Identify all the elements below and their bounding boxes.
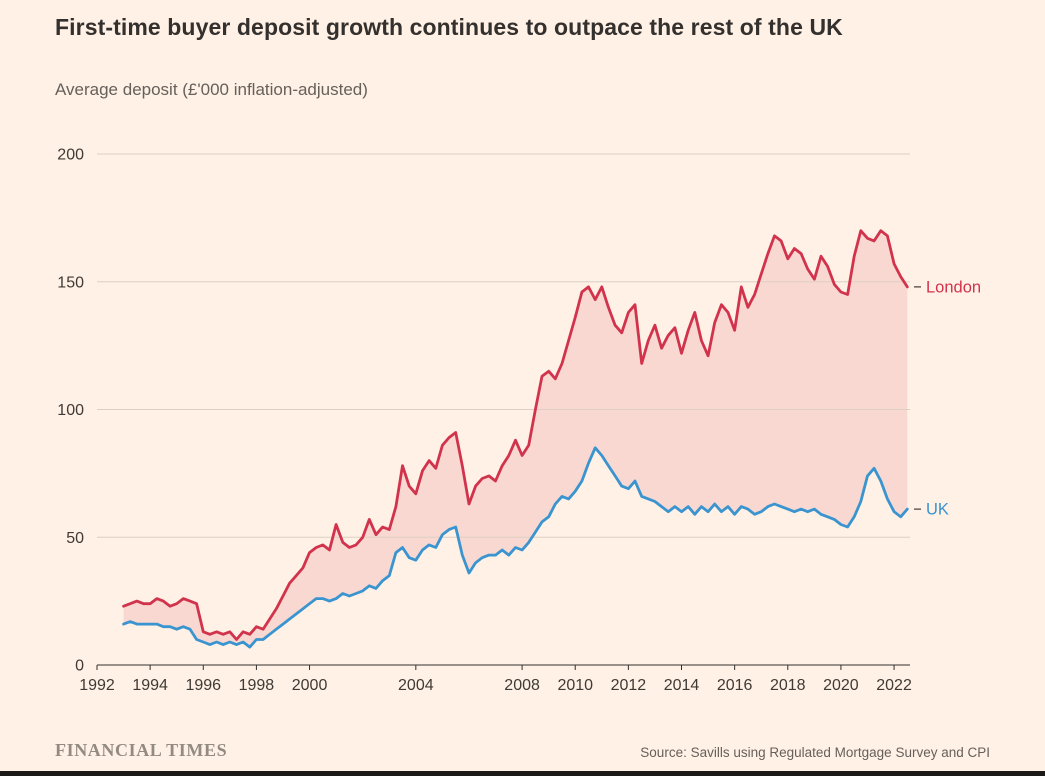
series-end-label-london: London <box>926 278 981 296</box>
x-tick-label-1996: 1996 <box>185 677 221 694</box>
x-tick-label-2022: 2022 <box>876 677 912 694</box>
y-tick-label-50: 50 <box>66 530 84 547</box>
x-tick-label-2012: 2012 <box>611 677 647 694</box>
x-tick-label-2004: 2004 <box>398 677 434 694</box>
series-line-uk <box>122 446 909 649</box>
bottom-bar <box>0 771 1045 776</box>
series-end-label-uk: UK <box>926 501 949 519</box>
x-tick-label-2008: 2008 <box>504 677 540 694</box>
y-tick-label-100: 100 <box>57 402 84 419</box>
source-note: Source: Savills using Regulated Mortgage… <box>640 745 990 760</box>
chart-subtitle: Average deposit (£'000 inflation-adjuste… <box>55 80 368 99</box>
x-tick-label-1992: 1992 <box>79 677 115 694</box>
y-tick-label-200: 200 <box>57 147 84 164</box>
x-tick-label-2010: 2010 <box>557 677 593 694</box>
x-tick-label-1994: 1994 <box>132 677 168 694</box>
x-tick-label-2018: 2018 <box>770 677 806 694</box>
x-tick-label-2020: 2020 <box>823 677 859 694</box>
y-tick-label-0: 0 <box>75 658 84 675</box>
series-line-london <box>122 229 909 641</box>
x-tick-label-2016: 2016 <box>717 677 753 694</box>
ft-logo: FINANCIAL TIMES <box>55 740 228 760</box>
x-tick-label-1998: 1998 <box>239 677 275 694</box>
x-tick-label-2014: 2014 <box>664 677 700 694</box>
chart-title: First-time buyer deposit growth continue… <box>55 14 843 40</box>
y-tick-label-150: 150 <box>57 274 84 291</box>
x-tick-label-2000: 2000 <box>292 677 328 694</box>
